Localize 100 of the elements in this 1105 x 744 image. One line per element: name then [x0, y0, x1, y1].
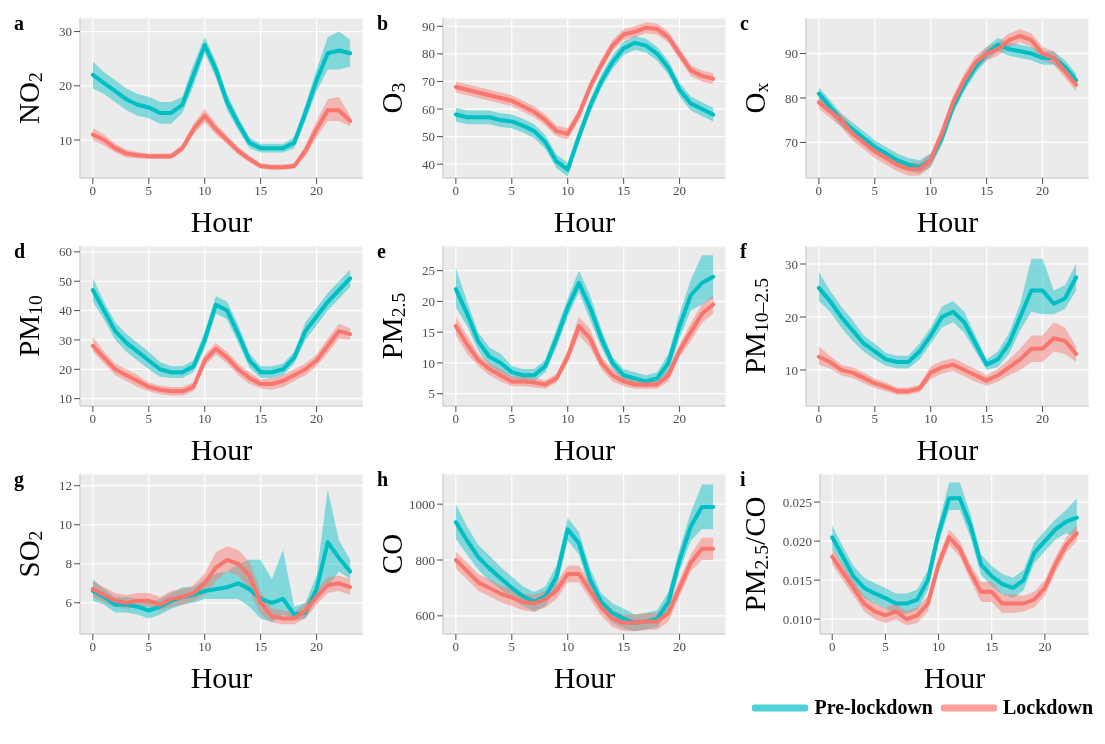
x-tick-label: 10 — [561, 183, 575, 199]
y-tick-label: 50 — [59, 273, 72, 289]
line-series — [90, 557, 353, 621]
x-tick-label: 20 — [310, 411, 324, 427]
line-series — [453, 546, 716, 625]
y-tick-label: 6 — [65, 595, 73, 611]
y-tick-label: 90 — [422, 18, 435, 34]
x-tick-label: 15 — [980, 411, 994, 427]
chart-title: d — [14, 240, 26, 263]
x-axis-title: Hour — [916, 433, 979, 466]
x-tick-label: 20 — [1036, 411, 1050, 427]
x-tick-label: 5 — [508, 639, 516, 655]
x-tick-label: 10 — [561, 411, 575, 427]
line-series — [90, 108, 353, 170]
y-tick-label: 20 — [59, 361, 72, 377]
x-tick-label: 5 — [145, 411, 153, 427]
x-tick-label: 5 — [882, 639, 889, 655]
x-tick-label: 5 — [145, 639, 153, 655]
chart-title: h — [377, 468, 389, 491]
chart-title: i — [740, 468, 746, 491]
x-tick-label: 15 — [980, 183, 994, 199]
chart-title: a — [14, 12, 24, 35]
y-tick-label: 10 — [422, 355, 435, 371]
y-tick-label: 10 — [59, 132, 72, 148]
x-tick-label: 20 — [673, 639, 687, 655]
line-series — [453, 274, 716, 384]
x-tick-label: 15 — [617, 411, 631, 427]
line-series — [816, 275, 1079, 367]
x-tick-label: 20 — [310, 639, 324, 655]
y-tick-label: 40 — [59, 303, 72, 319]
y-tick-label: 10 — [59, 391, 72, 407]
x-tick-label: 10 — [198, 639, 212, 655]
y-tick-label: 70 — [785, 135, 798, 151]
y-tick-label: 0.010 — [782, 611, 812, 627]
x-axis-title: Hour — [190, 205, 253, 238]
line-series — [830, 496, 1079, 606]
chart-title: b — [377, 12, 389, 35]
chart-title: c — [740, 12, 749, 35]
y-tick-label: 800 — [415, 552, 435, 568]
y-tick-label: 30 — [785, 256, 798, 272]
y-tick-label: 0.020 — [782, 533, 812, 549]
y-tick-label: 0.025 — [782, 494, 812, 510]
y-tick-label: 50 — [422, 129, 435, 145]
x-tick-label: 20 — [1036, 183, 1050, 199]
x-tick-label: 5 — [508, 411, 516, 427]
x-tick-label: 0 — [89, 639, 97, 655]
x-tick-label: 5 — [871, 411, 879, 427]
y-axis-title: CO — [375, 533, 408, 575]
x-tick-label: 5 — [871, 183, 879, 199]
x-tick-label: 0 — [89, 411, 97, 427]
x-tick-label: 0 — [815, 411, 823, 427]
y-tick-label: 8 — [65, 556, 72, 572]
x-tick-label: 20 — [1038, 639, 1052, 655]
x-tick-label: 0 — [828, 639, 836, 655]
y-tick-label: 5 — [428, 386, 435, 402]
x-tick-label: 0 — [452, 411, 460, 427]
y-tick-label: 30 — [59, 332, 72, 348]
x-tick-label: 20 — [673, 411, 687, 427]
x-axis-title: Hour — [553, 433, 616, 466]
x-tick-label: 5 — [508, 183, 516, 199]
x-tick-label: 0 — [452, 639, 460, 655]
x-tick-label: 15 — [617, 183, 631, 199]
y-tick-label: 20 — [785, 309, 798, 325]
x-tick-label: 15 — [617, 639, 631, 655]
legend-label: Lockdown — [1002, 696, 1093, 719]
x-tick-label: 15 — [985, 639, 999, 655]
x-axis-title: Hour — [553, 205, 616, 238]
x-tick-label: 15 — [254, 639, 268, 655]
x-tick-label: 10 — [198, 411, 212, 427]
y-tick-label: 70 — [422, 74, 435, 90]
y-tick-label: 80 — [785, 90, 798, 106]
x-tick-label: 10 — [924, 411, 938, 427]
y-tick-label: 60 — [422, 101, 435, 117]
x-tick-label: 0 — [89, 183, 97, 199]
x-axis-title: Hour — [923, 661, 986, 694]
x-tick-label: 20 — [310, 183, 324, 199]
chart-title: e — [377, 240, 386, 263]
x-tick-label: 15 — [254, 411, 268, 427]
y-tick-label: 80 — [422, 46, 435, 62]
x-tick-label: 10 — [932, 639, 946, 655]
chart-title: f — [740, 240, 747, 263]
x-axis-title: Hour — [190, 661, 253, 694]
x-tick-label: 5 — [145, 183, 153, 199]
y-tick-label: 30 — [59, 24, 72, 40]
y-tick-label: 25 — [422, 263, 435, 279]
y-tick-label: 90 — [785, 46, 798, 62]
x-axis-title: Hour — [190, 433, 253, 466]
y-tick-label: 1000 — [409, 496, 435, 512]
x-tick-label: 0 — [815, 183, 823, 199]
legend-label: Pre-lockdown — [814, 696, 933, 719]
y-tick-label: 10 — [785, 362, 798, 378]
y-tick-label: 12 — [59, 478, 72, 494]
y-tick-label: 40 — [422, 156, 435, 172]
y-tick-label: 600 — [415, 608, 435, 624]
x-tick-label: 10 — [198, 183, 212, 199]
x-tick-label: 15 — [254, 183, 268, 199]
x-tick-label: 10 — [561, 639, 575, 655]
line-series — [816, 336, 1079, 394]
y-tick-label: 60 — [59, 244, 72, 260]
x-tick-label: 20 — [673, 183, 687, 199]
